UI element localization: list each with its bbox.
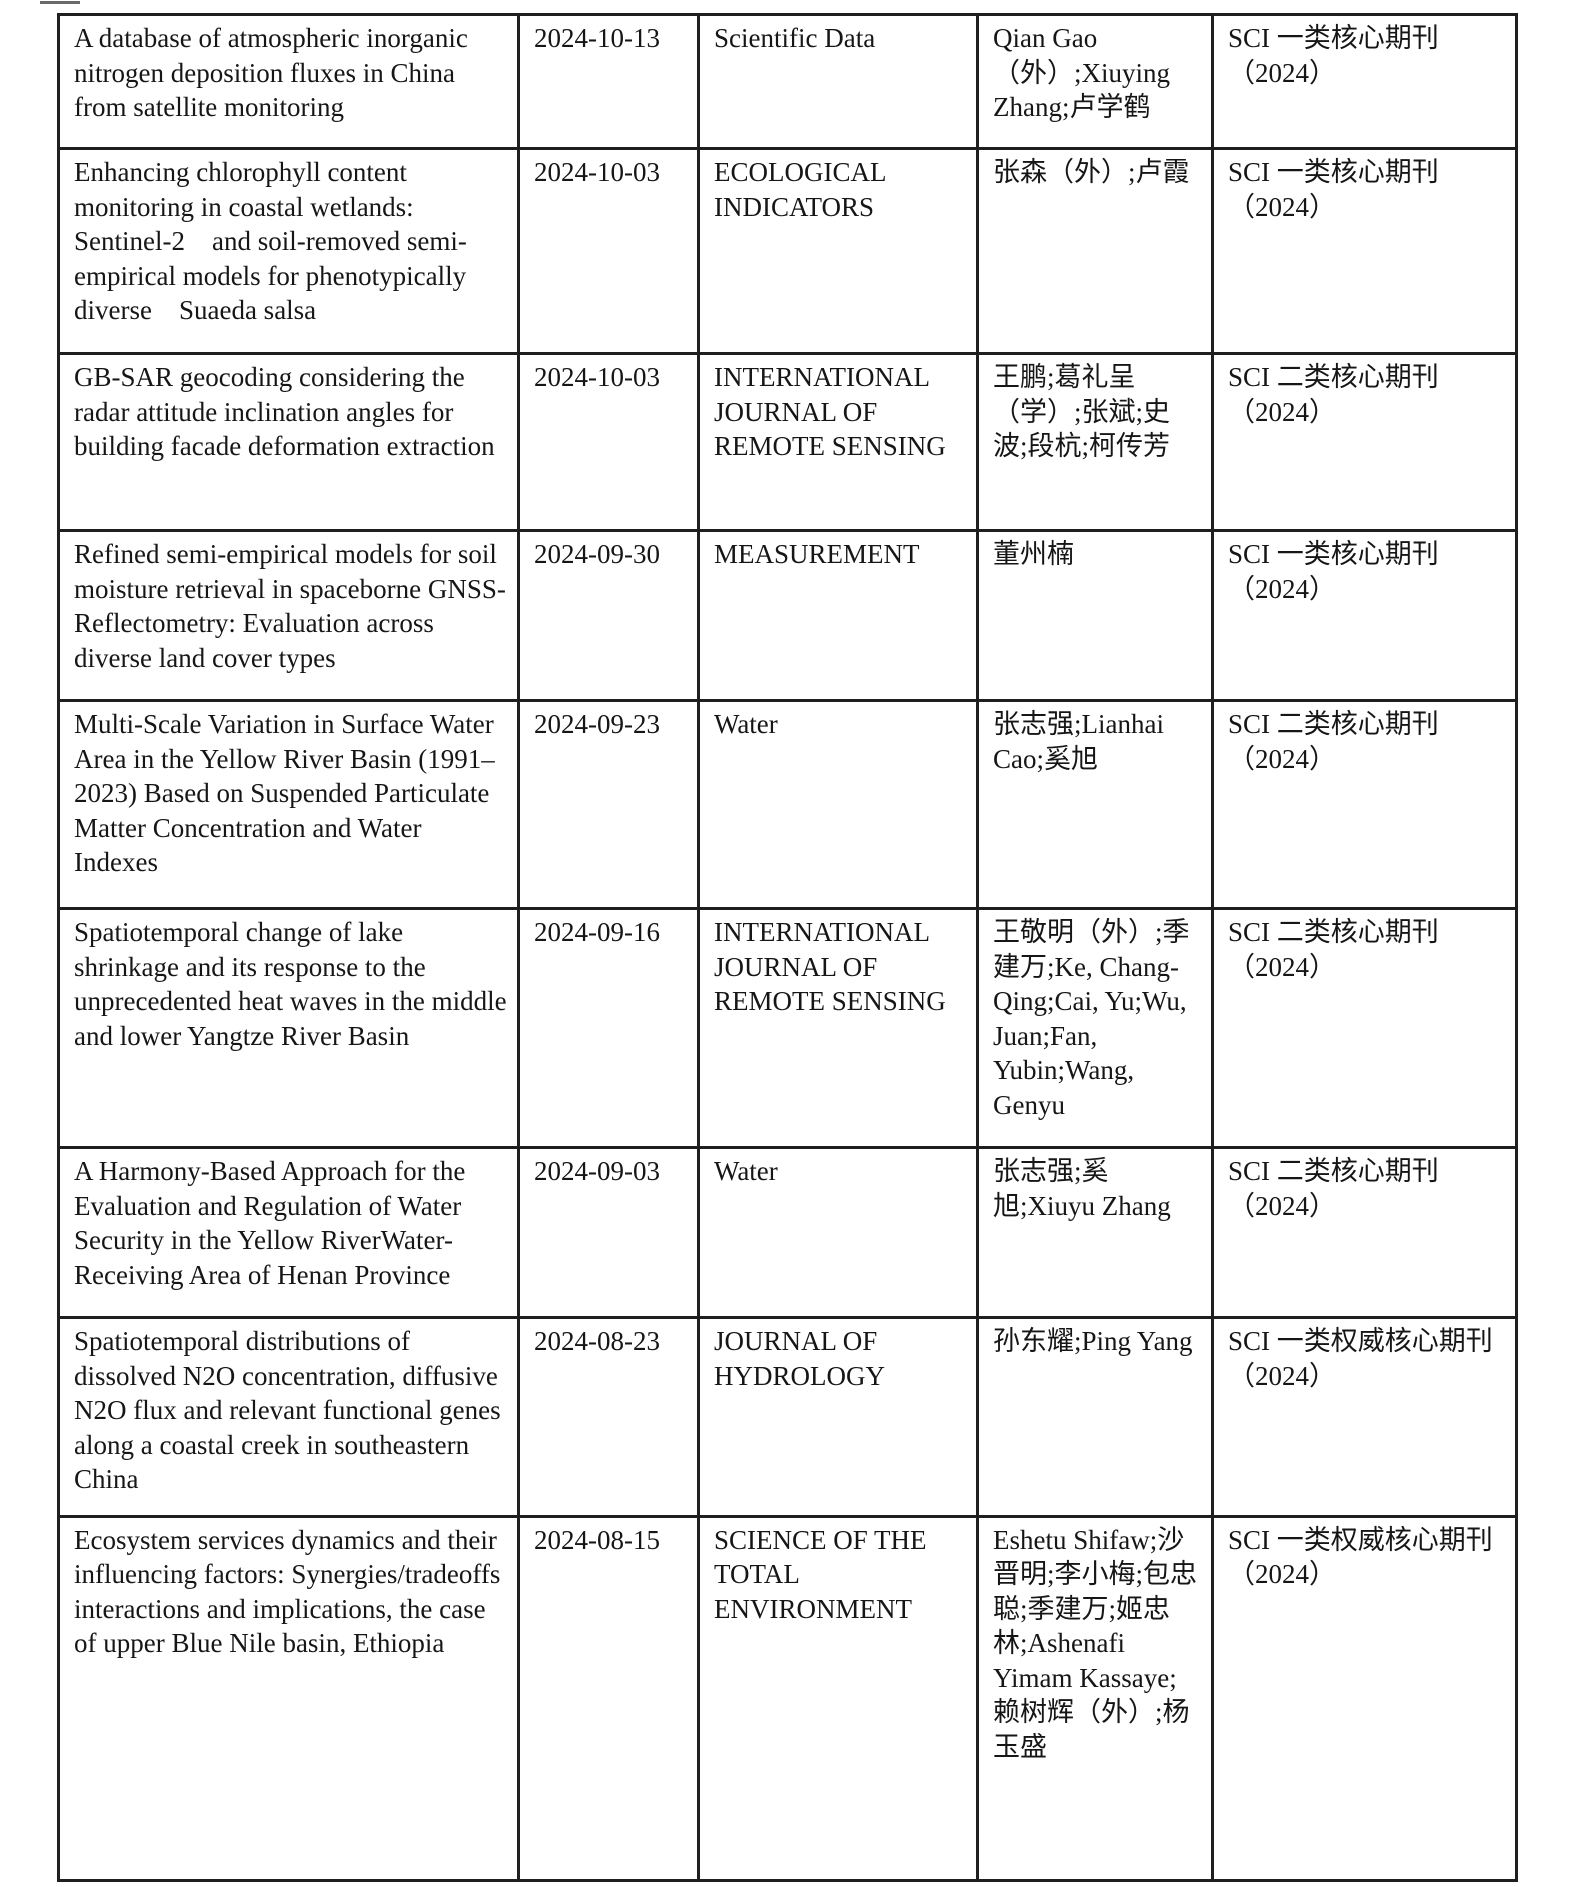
cell-publication-date: 2024-08-23 xyxy=(517,1316,700,1518)
publication-row: Spatiotemporal distributions of dissolve… xyxy=(57,1316,1518,1518)
publications-table-body: A database of atmospheric inorganic nitr… xyxy=(57,13,1518,1882)
cell-journal-classification: SCI 一类权威核心期刊（2024） xyxy=(1211,1514,1518,1882)
cell-journal-classification: SCI 一类权威核心期刊（2024） xyxy=(1211,1316,1518,1518)
publication-row: A Harmony-Based Approach for the Evaluat… xyxy=(57,1146,1518,1319)
cell-journal-classification: SCI 二类核心期刊（2024） xyxy=(1211,907,1518,1149)
cell-authors: Qian Gao（外）;Xiuying Zhang;卢学鹤 xyxy=(976,13,1214,150)
cell-paper-title: A database of atmospheric inorganic nitr… xyxy=(57,13,520,150)
publication-row: Enhancing chlorophyll content monitoring… xyxy=(57,147,1518,355)
cell-journal-name: INTERNATIONAL JOURNAL OF REMOTE SENSING xyxy=(697,907,979,1149)
cell-authors: 孙东耀;Ping Yang xyxy=(976,1316,1214,1518)
cell-paper-title: Enhancing chlorophyll content monitoring… xyxy=(57,147,520,355)
publication-row: Refined semi-empirical models for soil m… xyxy=(57,529,1518,702)
cell-publication-date: 2024-08-15 xyxy=(517,1514,700,1882)
cell-journal-name: MEASUREMENT xyxy=(697,529,979,702)
cell-journal-name: Water xyxy=(697,1146,979,1319)
cell-authors: 张志强;Lianhai Cao;奚旭 xyxy=(976,699,1214,910)
cell-paper-title: Multi-Scale Variation in Surface Water A… xyxy=(57,699,520,910)
publication-row: GB-SAR geocoding considering the radar a… xyxy=(57,352,1518,532)
cell-journal-classification: SCI 一类核心期刊（2024） xyxy=(1211,13,1518,150)
cell-journal-classification: SCI 二类核心期刊（2024） xyxy=(1211,1146,1518,1319)
cell-paper-title: A Harmony-Based Approach for the Evaluat… xyxy=(57,1146,520,1319)
publications-table: A database of atmospheric inorganic nitr… xyxy=(57,13,1518,1882)
cell-paper-title: Spatiotemporal change of lake shrinkage … xyxy=(57,907,520,1149)
cell-paper-title: Ecosystem services dynamics and their in… xyxy=(57,1514,520,1882)
publication-row: Spatiotemporal change of lake shrinkage … xyxy=(57,907,1518,1149)
cell-paper-title: GB-SAR geocoding considering the radar a… xyxy=(57,352,520,532)
cell-journal-classification: SCI 二类核心期刊（2024） xyxy=(1211,699,1518,910)
publication-row: Multi-Scale Variation in Surface Water A… xyxy=(57,699,1518,910)
cell-authors: Eshetu Shifaw;沙晋明;李小梅;包忠聪;季建万;姬忠林;Ashena… xyxy=(976,1514,1214,1882)
publication-row: Ecosystem services dynamics and their in… xyxy=(57,1514,1518,1882)
cell-publication-date: 2024-09-16 xyxy=(517,907,700,1149)
cell-publication-date: 2024-10-13 xyxy=(517,13,700,150)
cell-journal-name: Scientific Data xyxy=(697,13,979,150)
scan-artifact-line xyxy=(40,1,80,4)
cell-journal-name: ECOLOGICAL INDICATORS xyxy=(697,147,979,355)
cell-journal-name: SCIENCE OF THE TOTAL ENVIRONMENT xyxy=(697,1514,979,1882)
cell-journal-name: JOURNAL OF HYDROLOGY xyxy=(697,1316,979,1518)
cell-paper-title: Refined semi-empirical models for soil m… xyxy=(57,529,520,702)
cell-authors: 王敬明（外）;季建万;Ke, Chang-Qing;Cai, Yu;Wu, Ju… xyxy=(976,907,1214,1149)
cell-authors: 董州楠 xyxy=(976,529,1214,702)
cell-journal-name: INTERNATIONAL JOURNAL OF REMOTE SENSING xyxy=(697,352,979,532)
cell-paper-title: Spatiotemporal distributions of dissolve… xyxy=(57,1316,520,1518)
cell-publication-date: 2024-09-30 xyxy=(517,529,700,702)
cell-publication-date: 2024-09-23 xyxy=(517,699,700,910)
cell-authors: 张森（外）;卢霞 xyxy=(976,147,1214,355)
cell-publication-date: 2024-10-03 xyxy=(517,147,700,355)
cell-journal-name: Water xyxy=(697,699,979,910)
cell-authors: 张志强;奚旭;Xiuyu Zhang xyxy=(976,1146,1214,1319)
cell-publication-date: 2024-10-03 xyxy=(517,352,700,532)
cell-journal-classification: SCI 一类核心期刊（2024） xyxy=(1211,529,1518,702)
cell-journal-classification: SCI 一类核心期刊（2024） xyxy=(1211,147,1518,355)
cell-publication-date: 2024-09-03 xyxy=(517,1146,700,1319)
cell-journal-classification: SCI 二类核心期刊（2024） xyxy=(1211,352,1518,532)
cell-authors: 王鹏;葛礼呈（学）;张斌;史波;段杭;柯传芳 xyxy=(976,352,1214,532)
publication-row: A database of atmospheric inorganic nitr… xyxy=(57,13,1518,150)
